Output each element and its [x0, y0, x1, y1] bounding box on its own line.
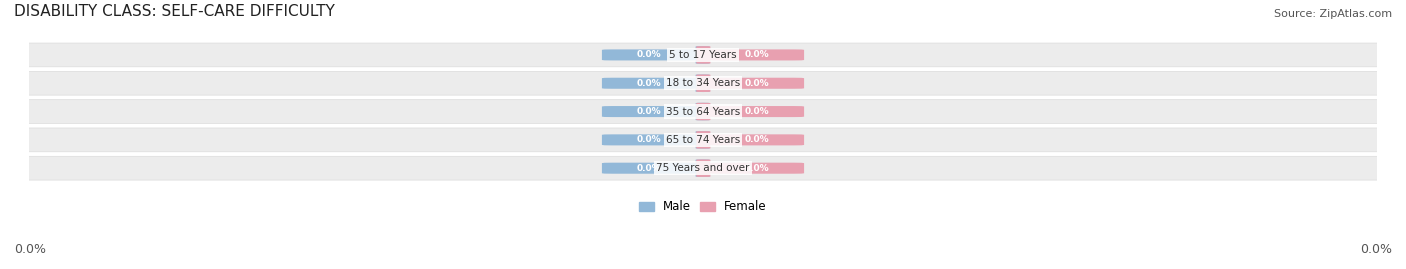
- Text: 0.0%: 0.0%: [1360, 243, 1392, 256]
- FancyBboxPatch shape: [696, 46, 710, 64]
- FancyBboxPatch shape: [696, 75, 710, 92]
- Text: 0.0%: 0.0%: [745, 135, 769, 144]
- Text: 18 to 34 Years: 18 to 34 Years: [666, 78, 740, 88]
- Text: 0.0%: 0.0%: [637, 135, 661, 144]
- FancyBboxPatch shape: [602, 134, 696, 146]
- FancyBboxPatch shape: [1, 100, 1405, 123]
- Text: 0.0%: 0.0%: [637, 79, 661, 88]
- Legend: Male, Female: Male, Female: [634, 196, 772, 218]
- FancyBboxPatch shape: [696, 131, 710, 149]
- FancyBboxPatch shape: [696, 46, 710, 64]
- FancyBboxPatch shape: [696, 160, 710, 177]
- Text: 0.0%: 0.0%: [637, 50, 661, 59]
- Text: 0.0%: 0.0%: [637, 107, 661, 116]
- Text: 0.0%: 0.0%: [637, 164, 661, 173]
- FancyBboxPatch shape: [696, 160, 710, 177]
- Text: Source: ZipAtlas.com: Source: ZipAtlas.com: [1274, 9, 1392, 19]
- Text: 75 Years and over: 75 Years and over: [657, 163, 749, 173]
- FancyBboxPatch shape: [602, 78, 696, 89]
- FancyBboxPatch shape: [1, 71, 1405, 95]
- FancyBboxPatch shape: [710, 106, 804, 117]
- FancyBboxPatch shape: [602, 163, 696, 174]
- Text: 65 to 74 Years: 65 to 74 Years: [666, 135, 740, 145]
- FancyBboxPatch shape: [710, 78, 804, 89]
- FancyBboxPatch shape: [710, 163, 804, 174]
- Text: 0.0%: 0.0%: [745, 164, 769, 173]
- FancyBboxPatch shape: [1, 156, 1405, 180]
- FancyBboxPatch shape: [1, 128, 1405, 152]
- Text: 0.0%: 0.0%: [745, 79, 769, 88]
- Text: 0.0%: 0.0%: [745, 107, 769, 116]
- FancyBboxPatch shape: [602, 49, 696, 61]
- Text: DISABILITY CLASS: SELF-CARE DIFFICULTY: DISABILITY CLASS: SELF-CARE DIFFICULTY: [14, 4, 335, 19]
- FancyBboxPatch shape: [696, 131, 710, 149]
- FancyBboxPatch shape: [696, 103, 710, 120]
- Text: 5 to 17 Years: 5 to 17 Years: [669, 50, 737, 60]
- FancyBboxPatch shape: [710, 134, 804, 146]
- FancyBboxPatch shape: [696, 103, 710, 120]
- FancyBboxPatch shape: [602, 106, 696, 117]
- Text: 0.0%: 0.0%: [14, 243, 46, 256]
- FancyBboxPatch shape: [696, 75, 710, 92]
- FancyBboxPatch shape: [710, 49, 804, 61]
- Text: 0.0%: 0.0%: [745, 50, 769, 59]
- FancyBboxPatch shape: [1, 43, 1405, 67]
- Text: 35 to 64 Years: 35 to 64 Years: [666, 107, 740, 116]
